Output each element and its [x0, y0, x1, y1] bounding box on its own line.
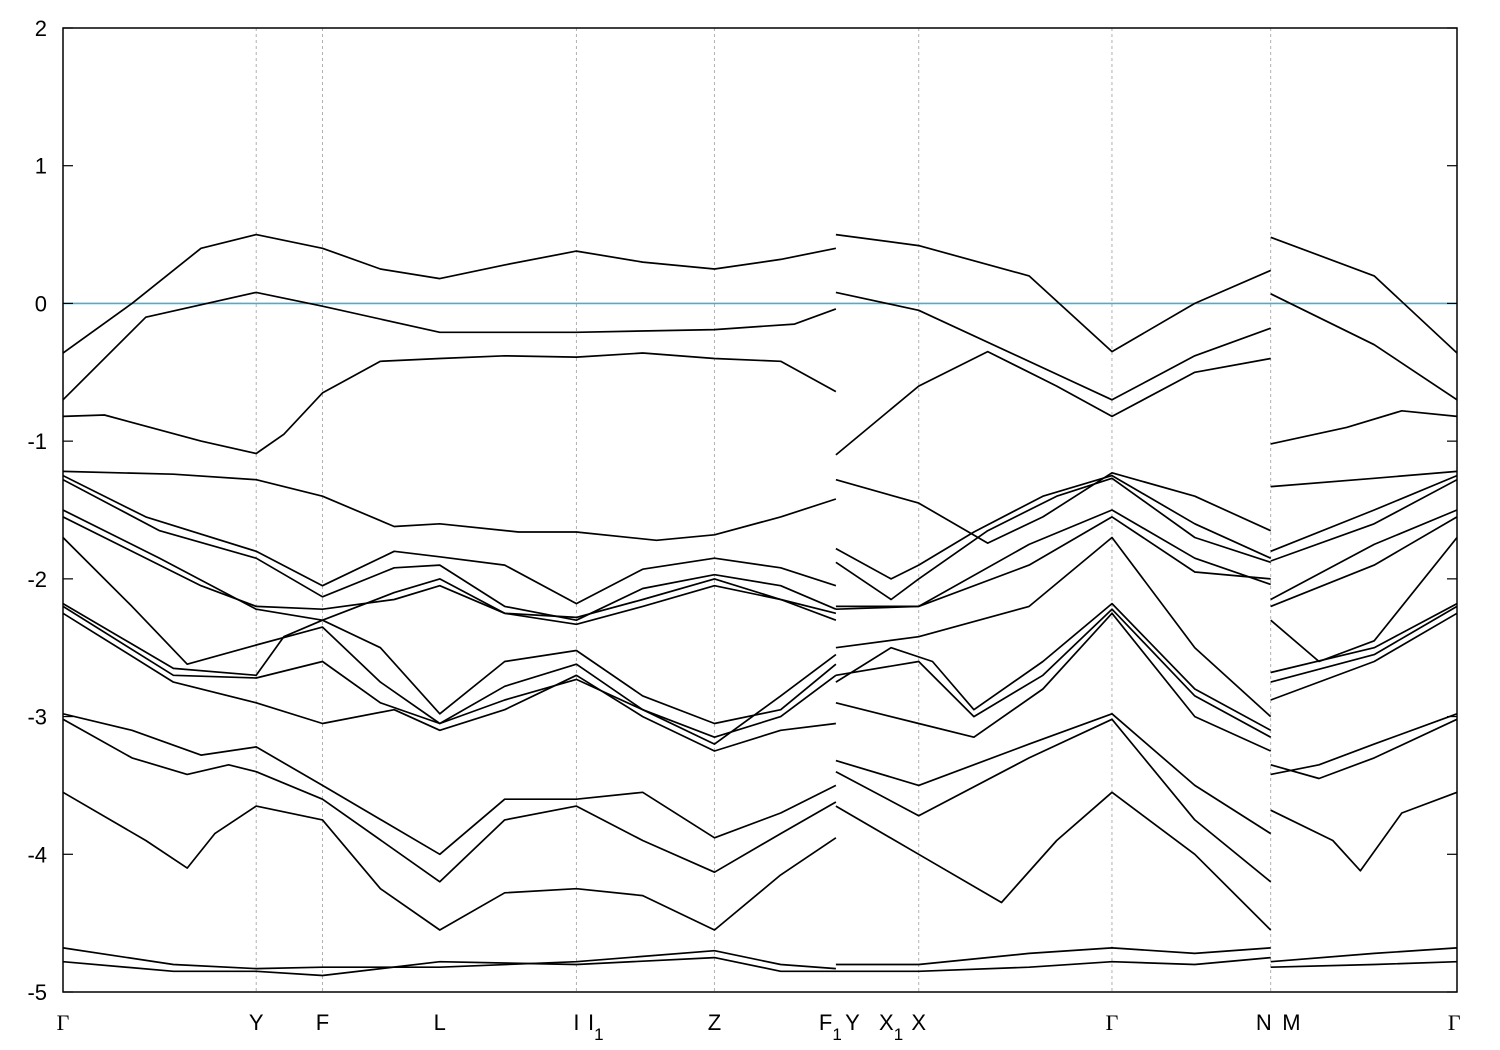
y-tick-label: -1 [27, 429, 47, 454]
x-kpoint-label-7: F1 [819, 1010, 842, 1044]
band-line-12 [63, 712, 1457, 856]
y-tick-label: -4 [27, 842, 47, 867]
band-line-8 [63, 536, 1457, 745]
x-kpoint-label-2: F [316, 1010, 329, 1035]
x-kpoint-subscript: 1 [894, 1025, 903, 1044]
x-kpoint-label-12: N [1256, 1010, 1272, 1035]
x-kpoint-label-1: Y [249, 1010, 264, 1035]
band-line-11 [63, 612, 1457, 752]
y-tick-label: 0 [35, 291, 47, 316]
band-line-15 [63, 947, 1457, 970]
x-kpoint-label-8: Y [845, 1010, 860, 1035]
y-tick-label: 1 [35, 154, 47, 179]
band-line-16 [63, 956, 1457, 977]
x-kpoint-label-11: Γ [1106, 1010, 1119, 1035]
x-kpoint-subscript: 1 [832, 1025, 841, 1044]
x-kpoint-label-9: X1 [879, 1010, 903, 1044]
x-kpoint-label-6: Z [708, 1010, 721, 1035]
y-tick-label: -3 [27, 705, 47, 730]
band-line-9 [63, 602, 1457, 732]
band-line-3 [63, 470, 1457, 544]
x-kpoint-label-5: I1 [588, 1010, 604, 1044]
plot-frame [62, 27, 1458, 993]
band-line-13 [63, 718, 1457, 883]
band-line-0 [63, 233, 1457, 354]
y-tick-label: 2 [35, 16, 47, 41]
band-line-4 [63, 474, 1457, 605]
x-kpoint-subscript: 1 [594, 1025, 603, 1044]
band-line-14 [63, 791, 1457, 931]
x-kpoint-label-4: I [573, 1010, 579, 1035]
band-line-5 [63, 477, 1457, 622]
band-line-1 [63, 291, 1457, 401]
x-kpoint-label-13: M [1282, 1010, 1300, 1035]
band-line-10 [63, 605, 1457, 739]
band-line-7 [63, 516, 1457, 619]
x-kpoint-label-10: X [911, 1010, 926, 1035]
y-tick-label: -5 [27, 980, 47, 1005]
x-kpoint-label-14: Γ [1448, 1010, 1461, 1035]
x-kpoint-label-0: Γ [57, 1010, 70, 1035]
x-kpoint-label-3: L [434, 1010, 446, 1035]
y-tick-label: -2 [27, 567, 47, 592]
band-line-2 [63, 350, 1457, 456]
